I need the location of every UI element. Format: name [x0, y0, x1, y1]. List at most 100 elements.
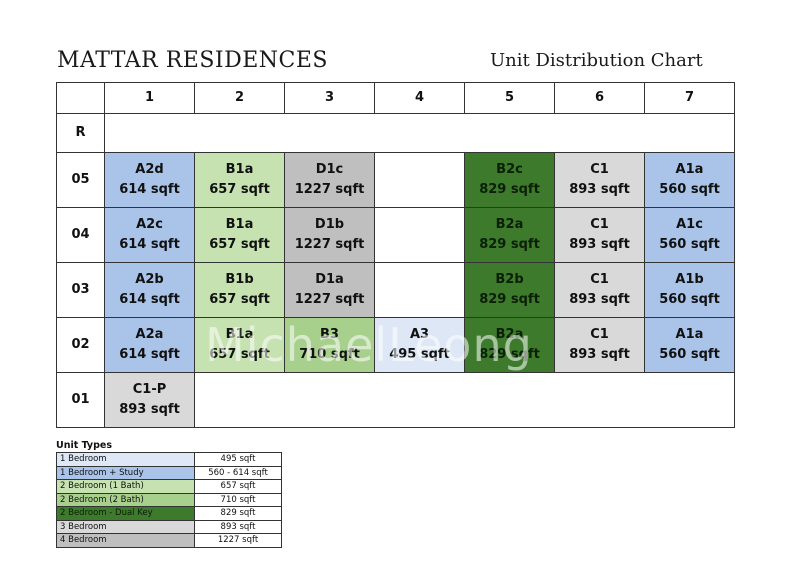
unit-size: 893 sqft — [569, 182, 630, 197]
floor-row: 04 A2c 614 sqft B1a 657 sqft D1b 1227 sqft B2a 8… — [56, 207, 735, 263]
unit-type: D1b — [314, 217, 345, 232]
unit-size: 657 sqft — [209, 237, 270, 252]
unit-type: A2c — [136, 217, 163, 232]
unit-size: 657 sqft — [209, 347, 270, 362]
floor-row: 01 C1-P 893 sqft — [56, 372, 735, 428]
legend-unit-type: 4 Bedroom — [56, 533, 195, 548]
unit-distribution-table: 1 2 3 4 5 6 7 R 05 A2d 614 sqft B1a 657 sqft D1c 1227 … — [56, 82, 735, 428]
unit-size: 829 sqft — [479, 347, 540, 362]
floor-label: 02 — [56, 317, 105, 373]
unit-cell: A1c 560 sqft — [644, 207, 735, 263]
unit-type: B1a — [225, 162, 254, 177]
unit-cell: A3 495 sqft — [374, 317, 465, 373]
legend-size: 495 sqft — [194, 452, 282, 467]
empty-span — [104, 113, 735, 153]
unit-type: B2c — [496, 162, 523, 177]
legend-size: 893 sqft — [194, 519, 282, 534]
unit-cell: D1a 1227 sqft — [284, 262, 375, 318]
unit-cell: B1a 657 sqft — [194, 317, 285, 373]
unit-size: 560 sqft — [659, 292, 720, 307]
unit-cell: A2c 614 sqft — [104, 207, 195, 263]
unit-type: C1 — [590, 162, 609, 177]
unit-size: 614 sqft — [119, 237, 180, 252]
empty-cell — [374, 207, 465, 263]
unit-type: A1a — [675, 327, 704, 342]
column-header: 3 — [284, 82, 375, 114]
unit-type: B1a — [225, 217, 254, 232]
legend-unit-type: 2 Bedroom (2 Bath) — [56, 492, 195, 507]
legend-title: Unit Types — [56, 440, 113, 451]
unit-size: 560 sqft — [659, 237, 720, 252]
unit-type: B2a — [495, 327, 524, 342]
unit-type: C1 — [590, 272, 609, 287]
column-header: 2 — [194, 82, 285, 114]
unit-type: C1-P — [132, 382, 167, 397]
unit-cell: B1a 657 sqft — [194, 207, 285, 263]
unit-size: 893 sqft — [569, 292, 630, 307]
unit-size: 893 sqft — [119, 402, 180, 417]
unit-type: A3 — [409, 327, 430, 342]
column-header: 1 — [104, 82, 195, 114]
unit-cell: C1 893 sqft — [554, 207, 645, 263]
unit-size: 657 sqft — [209, 182, 270, 197]
legend-size: 829 sqft — [194, 506, 282, 521]
legend-unit-type: 2 Bedroom - Dual Key — [56, 506, 195, 521]
legend-table: 1 Bedroom 495 sqft 1 Bedroom + Study 560 - … — [56, 452, 282, 548]
floor-label: 05 — [56, 152, 105, 208]
unit-cell: B2a 829 sqft — [464, 207, 555, 263]
unit-cell: B1a 657 sqft — [194, 152, 285, 208]
floor-label: 01 — [56, 372, 105, 428]
page-title: MATTAR RESIDENCES — [57, 48, 329, 73]
unit-type: B2a — [495, 217, 524, 232]
unit-size: 560 sqft — [659, 347, 720, 362]
unit-cell: A2a 614 sqft — [104, 317, 195, 373]
unit-cell: B3 710 sqft — [284, 317, 375, 373]
legend-unit-type: 1 Bedroom — [56, 452, 195, 467]
unit-type: B3 — [320, 327, 339, 342]
empty-cell — [374, 262, 465, 318]
column-header: 5 — [464, 82, 555, 114]
unit-type: D1a — [315, 272, 344, 287]
corner-cell — [56, 82, 105, 114]
unit-type: B2b — [495, 272, 524, 287]
legend-row: 1 Bedroom + Study 560 - 614 sqft — [56, 465, 282, 480]
unit-size: 829 sqft — [479, 292, 540, 307]
legend-size: 657 sqft — [194, 479, 282, 494]
legend-size: 560 - 614 sqft — [194, 465, 282, 480]
unit-type: A2a — [135, 327, 164, 342]
unit-cell: C1-P 893 sqft — [104, 372, 195, 428]
floor-row: R — [56, 113, 735, 153]
unit-type: A1c — [676, 217, 703, 232]
unit-cell: B1b 657 sqft — [194, 262, 285, 318]
unit-type: B1b — [225, 272, 254, 287]
unit-type: A2b — [135, 272, 164, 287]
unit-cell: A1a 560 sqft — [644, 317, 735, 373]
floor-label: R — [56, 113, 105, 153]
unit-type: B1a — [225, 327, 254, 342]
column-header: 7 — [644, 82, 735, 114]
floor-label: 03 — [56, 262, 105, 318]
unit-cell: A1a 560 sqft — [644, 152, 735, 208]
unit-size: 893 sqft — [569, 237, 630, 252]
column-header: 4 — [374, 82, 465, 114]
legend-unit-type: 1 Bedroom + Study — [56, 465, 195, 480]
unit-size: 614 sqft — [119, 347, 180, 362]
unit-cell: C1 893 sqft — [554, 262, 645, 318]
legend-row: 2 Bedroom (1 Bath) 657 sqft — [56, 479, 282, 494]
unit-cell: A2b 614 sqft — [104, 262, 195, 318]
floor-row: 05 A2d 614 sqft B1a 657 sqft D1c 1227 sqft B2c 8… — [56, 152, 735, 208]
unit-type: A1b — [675, 272, 704, 287]
legend-size: 710 sqft — [194, 492, 282, 507]
unit-cell: B2b 829 sqft — [464, 262, 555, 318]
unit-type: C1 — [590, 217, 609, 232]
unit-size: 1227 sqft — [294, 292, 365, 307]
unit-cell: B2a 829 sqft — [464, 317, 555, 373]
unit-cell: B2c 829 sqft — [464, 152, 555, 208]
unit-size: 1227 sqft — [294, 237, 365, 252]
unit-types-legend: Unit Types 1 Bedroom 495 sqft 1 Bedroom + … — [56, 440, 282, 548]
empty-span — [194, 372, 735, 428]
unit-cell: D1c 1227 sqft — [284, 152, 375, 208]
unit-size: 1227 sqft — [294, 182, 365, 197]
floor-row: 03 A2b 614 sqft B1b 657 sqft D1a 1227 sqft B2b 8… — [56, 262, 735, 318]
unit-size: 495 sqft — [389, 347, 450, 362]
